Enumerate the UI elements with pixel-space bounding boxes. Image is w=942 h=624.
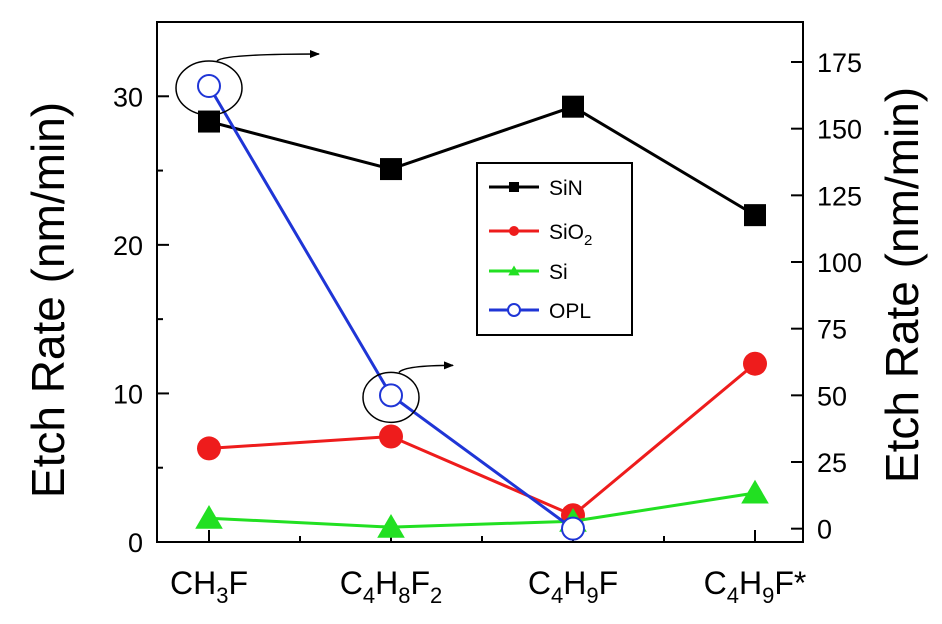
data-point-sin [562, 95, 584, 118]
right-y-axis: 0 25 50 75 100 125 150 175 [791, 48, 862, 545]
x-category-label: C4H9F* [704, 565, 807, 608]
plot-border [156, 21, 804, 543]
right-tick-label: 150 [817, 115, 862, 145]
legend: SiN SiO2 Si OPL [476, 162, 633, 336]
data-point-sio2 [197, 436, 221, 461]
legend-marker-sio2 [509, 226, 519, 236]
left-y-axis: 0 10 20 30 [113, 82, 169, 558]
legend-box [476, 162, 633, 336]
data-point-opl [379, 383, 403, 408]
annotation-layer [175, 50, 454, 424]
series-opl [197, 74, 585, 541]
series-line-si [208, 491, 756, 529]
data-point-si [377, 513, 405, 538]
data-point-sio2 [379, 424, 403, 449]
legend-marker-sin [509, 182, 519, 192]
annotation-arrow [216, 50, 320, 62]
legend-label-sin: SiN [549, 177, 583, 200]
series-sin [198, 95, 766, 227]
right-axis-title: Etch Rate (nm/min) [876, 87, 928, 483]
right-tick-label: 50 [817, 381, 847, 411]
right-tick-label: 175 [817, 48, 862, 78]
series-sio2 [197, 351, 767, 528]
data-point-si [741, 479, 769, 504]
legend-label-opl: OPL [549, 300, 591, 323]
right-tick-label: 0 [817, 515, 832, 545]
data-point-si [195, 505, 223, 529]
series-layer [195, 74, 769, 541]
legend-label-si: Si [549, 261, 568, 284]
x-category-label: C4H9F [528, 565, 618, 608]
series-line-sio2 [208, 362, 756, 518]
plot-frame [156, 21, 804, 543]
left-tick-label: 20 [113, 231, 143, 261]
data-point-sin [198, 110, 220, 133]
right-tick-label: 100 [817, 248, 862, 278]
legend-marker-si [508, 265, 520, 276]
left-axis-title: Etch Rate (nm/min) [22, 102, 74, 498]
left-tick-label: 10 [113, 379, 143, 409]
x-category-label: C4H8F2 [340, 565, 443, 608]
x-axis: CH3F C4H8F2 C4H9F C4H9F* [170, 530, 806, 608]
data-point-sin [380, 158, 402, 181]
x-category-label: CH3F [170, 565, 248, 608]
series-si [195, 479, 769, 538]
data-point-sin [744, 204, 766, 227]
annotation-ellipse [175, 60, 243, 116]
right-tick-label: 125 [817, 181, 862, 211]
annotation-ellipse [362, 371, 420, 424]
legend-marker-opl [507, 303, 521, 317]
data-point-opl [561, 516, 585, 541]
left-tick-label: 30 [113, 82, 143, 112]
series-line-sin [208, 105, 756, 217]
right-tick-label: 75 [817, 315, 847, 345]
left-tick-label: 0 [128, 528, 143, 558]
data-point-opl [197, 74, 221, 98]
right-tick-label: 25 [817, 448, 847, 478]
legend-label-sio2: SiO2 [549, 221, 592, 249]
data-point-sio2 [743, 351, 767, 376]
annotation-arrow [398, 361, 454, 373]
